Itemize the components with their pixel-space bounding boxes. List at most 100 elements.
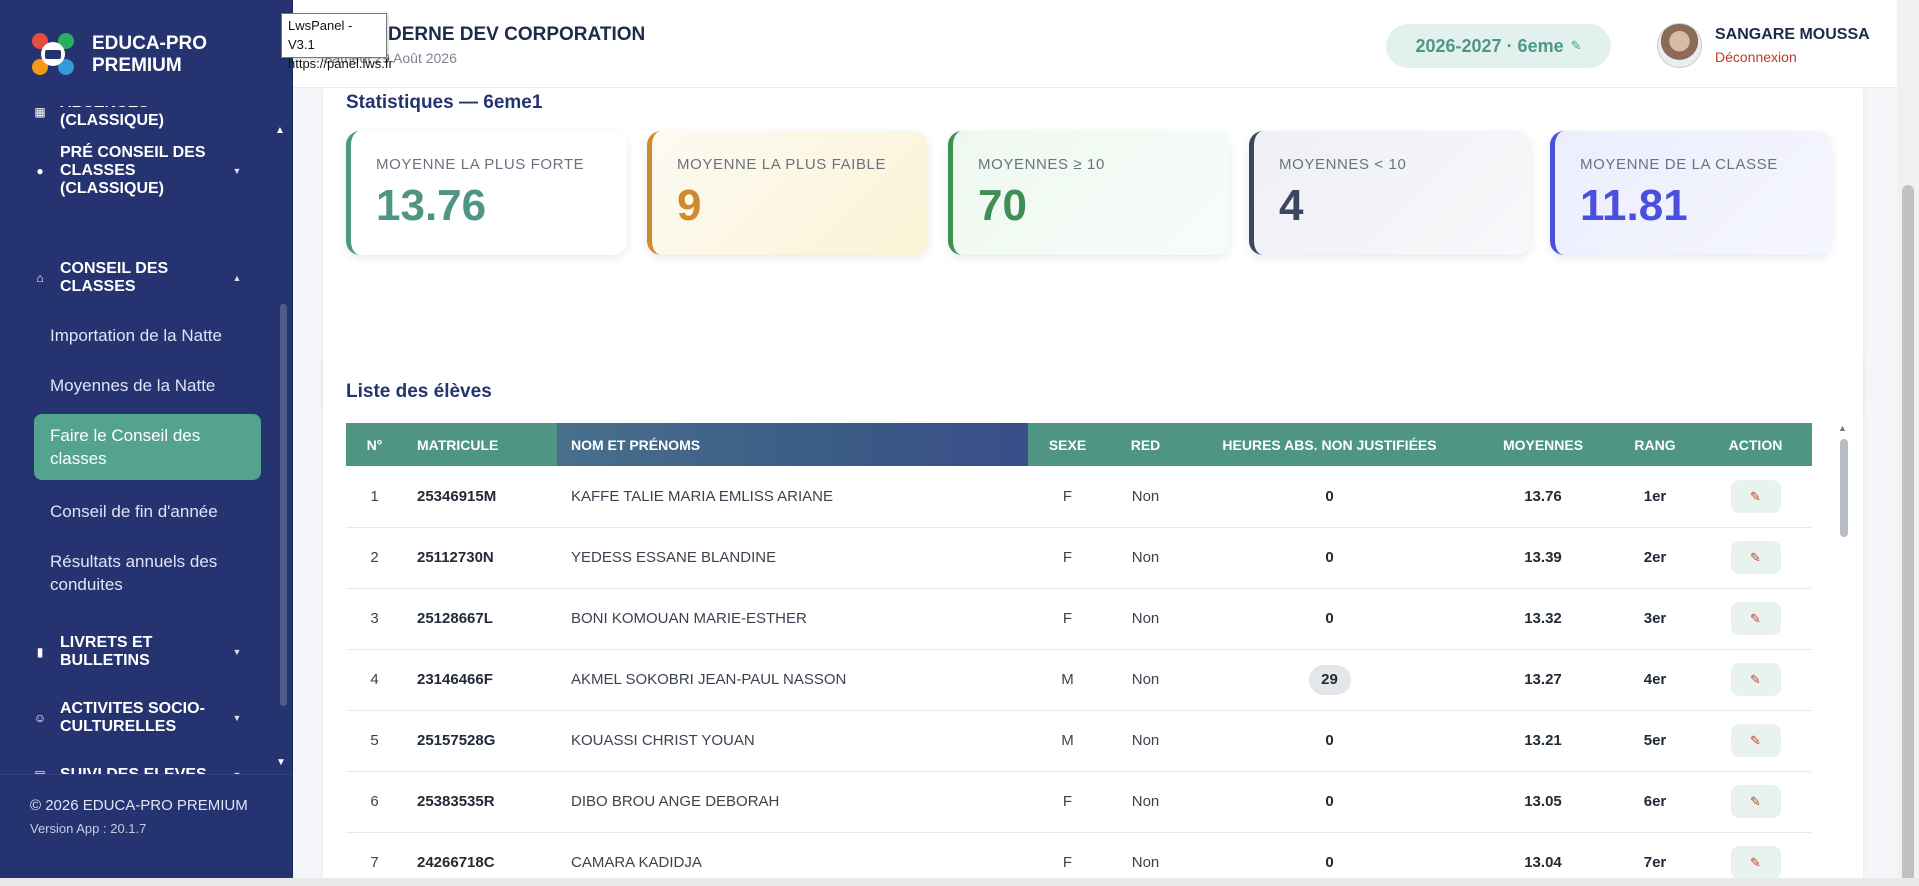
edit-document-icon: ✎ bbox=[1750, 855, 1761, 870]
stat-value: 11.81 bbox=[1580, 181, 1688, 230]
submenu-item-moyennes[interactable]: Moyennes de la Natte bbox=[50, 376, 216, 395]
browser-tooltip: LwsPanel - V3.1 https://panel.lws.fr bbox=[281, 13, 393, 71]
sidebar-scroll-up-icon[interactable]: ▲ bbox=[275, 125, 285, 136]
edit-note-button[interactable]: ✎ bbox=[1730, 479, 1781, 513]
column-header-averages[interactable]: MOYENNES bbox=[1475, 423, 1611, 466]
caret-down-icon: ▼ bbox=[229, 770, 245, 774]
cell-name: KOUASSI CHRIST YOUAN bbox=[557, 710, 1028, 772]
column-header-matricule[interactable]: MATRICULE bbox=[403, 423, 557, 466]
table-scrollbar[interactable] bbox=[1840, 439, 1848, 537]
column-header-action: ACTION bbox=[1699, 423, 1812, 466]
stat-card-above-ten: MOYENNES ≥ 10 70 bbox=[948, 131, 1229, 255]
logout-link[interactable]: Déconnexion bbox=[1715, 49, 1797, 65]
table-header: N° MATRICULE NOM ET PRÉNOMS SEXE RED HEU… bbox=[346, 423, 1812, 466]
cell-action: ✎ bbox=[1699, 527, 1812, 589]
student-list-title: Liste des élèves bbox=[346, 381, 492, 402]
stat-label: MOYENNE LA PLUS FORTE bbox=[376, 156, 585, 173]
statistics-title: Statistiques — 6eme1 bbox=[346, 92, 543, 113]
edit-note-button[interactable]: ✎ bbox=[1730, 846, 1781, 878]
sidebar-menu: ▦ ABSENCES (CLASSIQUE) ● PRÉ CONSEIL DES… bbox=[0, 106, 293, 774]
cell-sex: M bbox=[1028, 710, 1107, 772]
cell-action: ✎ bbox=[1699, 832, 1812, 878]
cell-action: ✎ bbox=[1699, 649, 1812, 711]
cell-absences: 0 bbox=[1184, 710, 1475, 772]
cell-red: Non bbox=[1107, 588, 1184, 650]
column-header-rank[interactable]: RANG bbox=[1611, 423, 1699, 466]
top-header: DERNE DEV CORPORATION Samedi 29 Août 202… bbox=[293, 0, 1897, 88]
absence-hours-badge: 29 bbox=[1308, 664, 1351, 695]
chart-icon: ▤ bbox=[30, 768, 50, 774]
school-year-label: 2026-2027 · 6eme bbox=[1415, 35, 1564, 56]
sidebar-item-suivi[interactable]: ▤ SUIVI DES ELEVES ▼ bbox=[30, 766, 245, 774]
cell-matricule: 25346915M bbox=[403, 466, 557, 528]
cell-name: AKMEL SOKOBRI JEAN-PAUL NASSON bbox=[557, 649, 1028, 711]
stat-value: 13.76 bbox=[376, 181, 487, 230]
cell-average: 13.21 bbox=[1475, 710, 1611, 772]
cell-sex: M bbox=[1028, 649, 1107, 711]
sidebar-item-absences[interactable]: ▦ ABSENCES (CLASSIQUE) bbox=[30, 106, 245, 130]
cell-average: 13.04 bbox=[1475, 832, 1611, 878]
cell-action: ✎ bbox=[1699, 466, 1812, 528]
edit-note-button[interactable]: ✎ bbox=[1730, 541, 1781, 574]
cell-matricule: 25112730N bbox=[403, 527, 557, 589]
column-header-name[interactable]: NOM ET PRÉNOMS bbox=[557, 423, 1028, 466]
cell-name: DIBO BROU ANGE DEBORAH bbox=[557, 771, 1028, 833]
submenu-item-importation[interactable]: Importation de la Natte bbox=[50, 326, 222, 345]
cell-red: Non bbox=[1107, 710, 1184, 772]
cell-sex: F bbox=[1028, 588, 1107, 650]
cell-action: ✎ bbox=[1699, 588, 1812, 650]
sidebar-item-pre-conseil[interactable]: ● PRÉ CONSEIL DES CLASSES (CLASSIQUE) ▼ bbox=[30, 144, 245, 198]
sidebar-item-conseil[interactable]: ⌂ CONSEIL DES CLASSES ▲ bbox=[30, 260, 245, 296]
table-row: 2 25112730N YEDESS ESSANE BLANDINE F Non… bbox=[346, 527, 1812, 589]
stat-label: MOYENNE DE LA CLASSE bbox=[1580, 156, 1778, 173]
edit-note-button[interactable]: ✎ bbox=[1730, 602, 1781, 635]
page-scrollbar-thumb[interactable] bbox=[1902, 185, 1914, 885]
column-header-red[interactable]: RED bbox=[1107, 423, 1184, 466]
edit-note-button[interactable]: ✎ bbox=[1730, 785, 1781, 818]
stat-card-class-average: MOYENNE DE LA CLASSE 11.81 bbox=[1550, 131, 1831, 255]
stat-value: 70 bbox=[978, 181, 1027, 230]
tooltip-url: https://panel.lws.fr bbox=[288, 56, 393, 71]
cell-red: Non bbox=[1107, 466, 1184, 528]
pencil-icon: ✎ bbox=[1570, 38, 1582, 53]
cell-average: 13.39 bbox=[1475, 527, 1611, 589]
edit-document-icon: ✎ bbox=[1750, 550, 1761, 565]
submenu-item-faire-conseil[interactable]: Faire le Conseil des classes bbox=[34, 414, 261, 480]
company-name: DERNE DEV CORPORATION bbox=[388, 24, 646, 45]
column-header-sex[interactable]: SEXE bbox=[1028, 423, 1107, 466]
school-year-badge[interactable]: 2026-2027 · 6eme ✎ bbox=[1386, 24, 1611, 68]
sidebar-scroll-down-icon[interactable]: ▼ bbox=[276, 757, 286, 768]
cell-rank: 3er bbox=[1611, 588, 1699, 650]
cell-name: BONI KOMOUAN MARIE-ESTHER bbox=[557, 588, 1028, 650]
cell-matricule: 25157528G bbox=[403, 710, 557, 772]
cell-number: 1 bbox=[346, 466, 403, 528]
edit-note-button[interactable]: ✎ bbox=[1730, 663, 1781, 696]
column-header-number[interactable]: N° bbox=[346, 423, 403, 466]
cell-absences: 29 bbox=[1184, 649, 1475, 711]
edit-note-button[interactable]: ✎ bbox=[1730, 724, 1781, 757]
cell-name: YEDESS ESSANE BLANDINE bbox=[557, 527, 1028, 589]
sidebar-item-label: PRÉ CONSEIL DES CLASSES (CLASSIQUE) bbox=[60, 144, 206, 197]
cell-number: 2 bbox=[346, 527, 403, 589]
cell-sex: F bbox=[1028, 527, 1107, 589]
cell-matricule: 23146466F bbox=[403, 649, 557, 711]
cell-action: ✎ bbox=[1699, 710, 1812, 772]
cell-name: KAFFE TALIE MARIA EMLISS ARIANE bbox=[557, 466, 1028, 528]
caret-up-icon: ▲ bbox=[232, 273, 242, 283]
cell-average: 13.32 bbox=[1475, 588, 1611, 650]
submenu-item-conseil-fin-annee[interactable]: Conseil de fin d'année bbox=[50, 502, 218, 521]
sidebar-item-activites[interactable]: ☺ ACTIVITES SOCIO-CULTURELLES ▼ bbox=[30, 700, 245, 736]
avatar[interactable] bbox=[1657, 23, 1702, 68]
cell-red: Non bbox=[1107, 832, 1184, 878]
stat-label: MOYENNES < 10 bbox=[1279, 156, 1407, 173]
column-header-absences[interactable]: HEURES ABS. NON JUSTIFIÉES bbox=[1184, 423, 1475, 466]
table-scroll-up-icon[interactable]: ▲ bbox=[1838, 423, 1847, 433]
sidebar: EDUCA-PRO PREMIUM ▦ ABSENCES (CLASSIQUE)… bbox=[0, 0, 293, 878]
stat-label: MOYENNE LA PLUS FAIBLE bbox=[677, 156, 887, 173]
brand[interactable]: EDUCA-PRO PREMIUM bbox=[0, 0, 293, 106]
sidebar-scrollbar[interactable] bbox=[280, 304, 287, 706]
submenu-item-resultats-conduites[interactable]: Résultats annuels des conduites bbox=[50, 552, 218, 594]
main-content: Statistiques — 6eme1 MOYENNE LA PLUS FOR… bbox=[293, 88, 1897, 878]
sidebar-item-livrets[interactable]: ▮ LIVRETS ET BULLETINS ▼ bbox=[30, 634, 245, 670]
cell-average: 13.76 bbox=[1475, 466, 1611, 528]
